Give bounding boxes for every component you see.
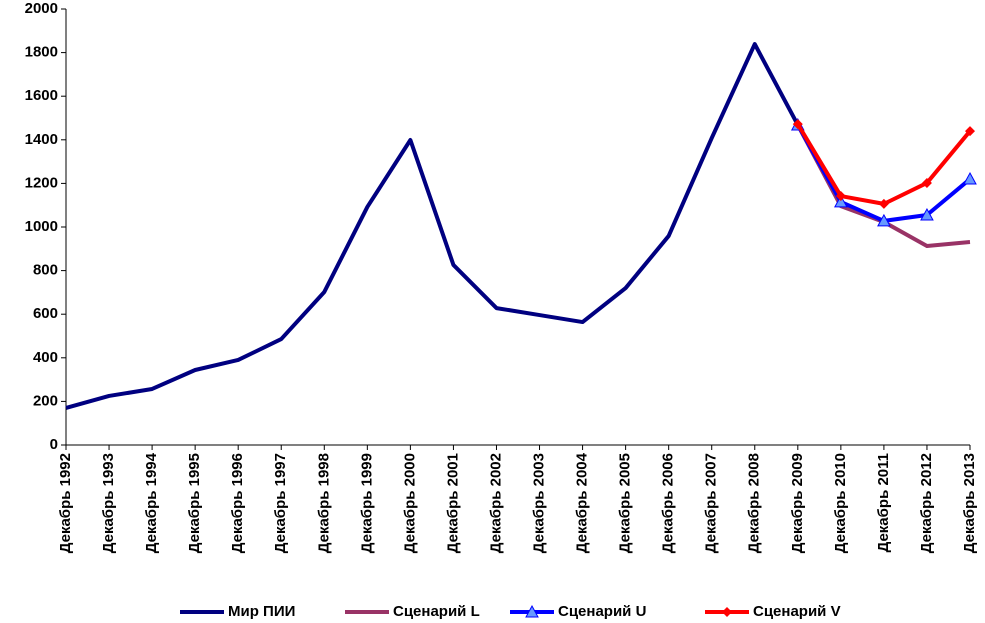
series-line [796, 124, 971, 248]
x-tick-label: Декабрь 1996 [229, 453, 246, 553]
marker [834, 194, 848, 208]
x-tick-label: Декабрь 2008 [746, 453, 763, 553]
y-tick-label: 1600 [25, 87, 58, 104]
y-tick-label: 800 [33, 262, 58, 279]
x-tick-label: Декабрь 2009 [789, 453, 806, 553]
marker [965, 126, 975, 137]
marker [525, 604, 539, 618]
series-line [796, 123, 972, 206]
legend-label: Сценарий U [558, 603, 646, 620]
x-tick-label: Декабрь 1997 [272, 453, 289, 553]
x-tick-label: Декабрь 2013 [961, 453, 978, 553]
x-tick-label: Декабрь 2001 [444, 453, 461, 553]
y-tick-label: 1200 [25, 174, 58, 191]
x-tick-label: Декабрь 1995 [186, 453, 203, 553]
y-tick-label: 400 [33, 349, 58, 366]
y-tick-label: 1800 [25, 44, 58, 61]
marker [878, 198, 889, 209]
marker [877, 213, 891, 227]
x-tick-label: Декабрь 1998 [315, 453, 332, 553]
legend-label: Сценарий L [393, 603, 480, 620]
x-tick-label: Декабрь 1999 [358, 453, 375, 553]
x-tick-label: Декабрь 1993 [100, 453, 117, 553]
y-tick-label: 0 [50, 436, 58, 453]
x-tick-label: Декабрь 2010 [832, 453, 849, 553]
x-tick-label: Декабрь 2002 [487, 453, 504, 553]
x-tick-label: Декабрь 2007 [703, 453, 720, 553]
marker [921, 177, 932, 188]
y-tick-label: 2000 [25, 0, 58, 17]
x-tick-label: Декабрь 2006 [660, 453, 677, 553]
x-tick-label: Декабрь 2012 [918, 453, 935, 553]
series-line [65, 42, 800, 410]
legend-label: Сценарий V [753, 603, 841, 620]
legend-label: Мир ПИИ [228, 603, 295, 620]
y-tick-label: 1400 [25, 131, 58, 148]
y-tick-label: 600 [33, 305, 58, 322]
x-tick-label: Декабрь 2005 [617, 453, 634, 553]
x-tick-label: Декабрь 2011 [875, 453, 892, 552]
x-tick-label: Декабрь 1992 [57, 453, 74, 553]
x-tick-label: Декабрь 1994 [143, 452, 160, 553]
marker [920, 207, 934, 221]
marker [792, 119, 803, 130]
marker [835, 191, 846, 202]
marker [963, 171, 977, 185]
y-tick-label: 1000 [25, 218, 58, 235]
x-tick-label: Декабрь 2003 [530, 453, 547, 553]
x-tick-label: Декабрь 2004 [574, 452, 591, 553]
marker [722, 607, 732, 617]
y-tick-label: 200 [33, 392, 58, 409]
x-tick-label: Декабрь 2000 [401, 453, 418, 553]
